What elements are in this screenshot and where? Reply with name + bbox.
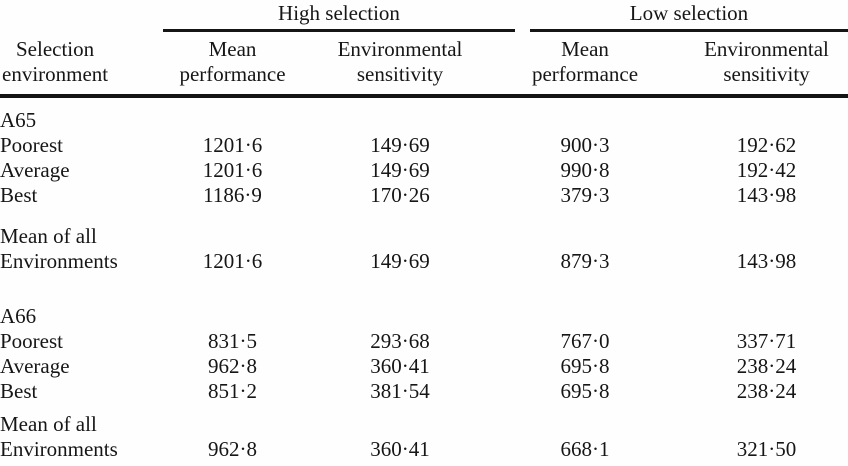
table-row-a66-mean-of-all: Mean of all Environments 962·8 360·41 66… xyxy=(0,412,848,462)
column-header-selection-environment: Selection environment xyxy=(0,37,108,87)
header-line: Mean xyxy=(561,37,609,61)
header-line: Environmental xyxy=(337,37,463,61)
column-header-row: Selection environment Mean performance E… xyxy=(0,32,848,94)
value-cell: 1201·6 xyxy=(202,249,263,273)
row-label-mean-of-all: Mean of all Environments xyxy=(0,412,150,462)
value-cell: 293·68 xyxy=(370,329,430,353)
value-cell: 192·42 xyxy=(736,158,797,182)
value-cell: 695·8 xyxy=(560,354,610,378)
row-label: Best xyxy=(0,183,38,207)
table-row-a65-poorest: Poorest 1201·6 149·69 900·3 192·62 xyxy=(0,133,848,158)
value-cell: 149·69 xyxy=(370,158,430,182)
row-label: Poorest xyxy=(0,133,63,157)
value-cell: 238·24 xyxy=(736,379,797,403)
value-cell: 879·3 xyxy=(560,249,610,273)
table-row-a65-average: Average 1201·6 149·69 990·8 192·42 xyxy=(0,158,848,183)
header-line: performance xyxy=(531,62,639,86)
value-cell: 1201·6 xyxy=(202,158,263,182)
mean-label-line1: Mean of all xyxy=(0,224,97,248)
section-row-a66: A66 xyxy=(0,304,848,329)
table-row-a66-best: Best 851·2 381·54 695·8 238·24 xyxy=(0,379,848,404)
value-cell: 379·3 xyxy=(560,183,610,207)
stub-header-line1: Selection xyxy=(15,37,95,61)
value-cell: 337·71 xyxy=(736,329,797,353)
spanner-high-selection: High selection xyxy=(163,0,515,32)
section-row-a65: A65 xyxy=(0,108,848,133)
spanner-low-selection-label: Low selection xyxy=(629,1,749,25)
column-header-environmental-sensitivity-high: Environmental sensitivity xyxy=(315,37,485,87)
value-cell: 143·98 xyxy=(736,249,797,273)
mean-label-line2: Environments xyxy=(0,437,118,461)
table-row-a65-best: Best 1186·9 170·26 379·3 143·98 xyxy=(0,183,848,208)
value-cell: 149·69 xyxy=(370,249,430,273)
column-header-environmental-sensitivity-low: Environmental sensitivity xyxy=(685,37,848,87)
value-cell: 990·8 xyxy=(560,158,610,182)
header-body-divider-rule xyxy=(0,94,848,98)
header-line: sensitivity xyxy=(356,62,444,86)
row-label: Poorest xyxy=(0,329,63,353)
value-cell: 900·3 xyxy=(560,133,610,157)
value-cell: 962·8 xyxy=(208,437,257,461)
value-cell: 321·50 xyxy=(736,437,797,461)
value-cell: 962·8 xyxy=(208,354,257,378)
header-line: performance xyxy=(179,62,286,86)
table-row-a66-average: Average 962·8 360·41 695·8 238·24 xyxy=(0,354,848,379)
row-label: Average xyxy=(0,158,70,182)
value-cell: 149·69 xyxy=(370,133,430,157)
row-label: Average xyxy=(0,354,70,378)
table-row-a65-mean-of-all: Mean of all Environments 1201·6 149·69 8… xyxy=(0,224,848,274)
mean-label-line1: Mean of all xyxy=(0,412,97,436)
value-cell: 238·24 xyxy=(736,354,797,378)
value-cell: 170·26 xyxy=(370,183,430,207)
column-header-mean-performance-high: Mean performance xyxy=(150,37,315,87)
value-cell: 695·8 xyxy=(560,379,610,403)
row-label-mean-of-all: Mean of all Environments xyxy=(0,224,150,274)
value-cell: 1201·6 xyxy=(202,133,263,157)
spanner-low-selection: Low selection xyxy=(530,0,848,32)
value-cell: 360·41 xyxy=(370,354,430,378)
value-cell: 143·98 xyxy=(736,183,797,207)
value-cell: 831·5 xyxy=(208,329,257,353)
section-label-a65: A65 xyxy=(0,108,37,132)
stub-header-line2: environment xyxy=(2,62,109,86)
header-line: sensitivity xyxy=(723,62,810,86)
value-cell: 767·0 xyxy=(560,329,610,353)
spanner-header-row: High selection Low selection xyxy=(0,0,848,32)
header-line: Environmental xyxy=(704,37,829,61)
value-cell: 668·1 xyxy=(560,437,610,461)
value-cell: 381·54 xyxy=(370,379,430,403)
value-cell: 192·62 xyxy=(736,133,797,157)
row-label: Best xyxy=(0,379,38,403)
value-cell: 360·41 xyxy=(370,437,430,461)
spanner-high-selection-label: High selection xyxy=(278,1,400,25)
section-label-a66: A66 xyxy=(0,304,37,328)
header-line: Mean xyxy=(208,37,257,61)
column-header-mean-performance-low: Mean performance xyxy=(485,37,685,87)
mean-label-line2: Environments xyxy=(0,249,118,273)
value-cell: 1186·9 xyxy=(203,183,262,207)
value-cell: 851·2 xyxy=(208,379,257,403)
table-row-a66-poorest: Poorest 831·5 293·68 767·0 337·71 xyxy=(0,329,848,354)
